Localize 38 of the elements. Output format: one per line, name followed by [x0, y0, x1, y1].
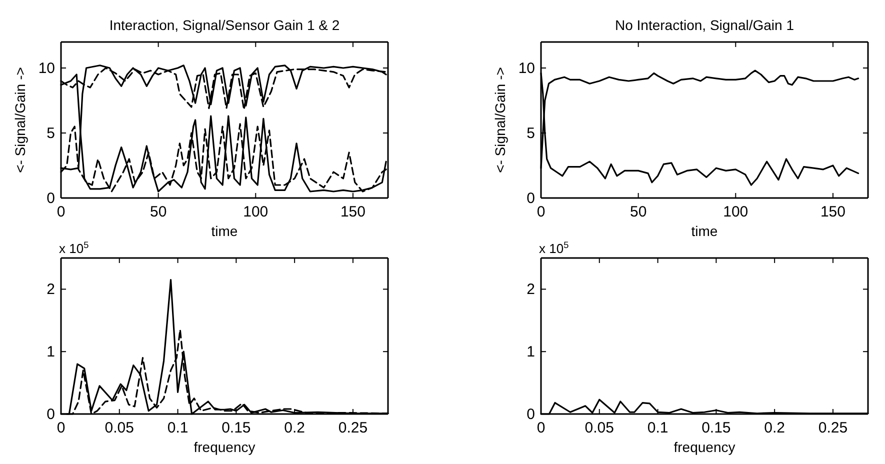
- y-axis-title: <- Signal/Gain ->: [492, 67, 508, 173]
- x-tick-label: 100: [243, 204, 268, 221]
- x-tick-label: 0.2: [764, 420, 785, 437]
- text: x 10$^{5}$: [59, 240, 89, 256]
- x-axis-title: time: [211, 223, 238, 239]
- y-tick-label: 5: [526, 124, 535, 142]
- y-tick-label: 10: [38, 60, 55, 77]
- y-tick-label: 5: [46, 124, 55, 142]
- x-axis-title: frequency: [674, 439, 736, 455]
- text: x 10$^{5}$: [539, 240, 569, 256]
- y-tick-label: 2: [526, 281, 535, 298]
- y-tick-label: 10: [518, 60, 535, 77]
- chart-title: No Interaction, Signal/Gain 1: [615, 17, 794, 33]
- x-tick-label: 0.05: [584, 420, 614, 437]
- x-tick-label: 50: [630, 204, 647, 221]
- x-tick-label: 0.1: [647, 420, 668, 437]
- x-tick-label: 100: [723, 204, 748, 221]
- chart-title: Interaction, Signal/Sensor Gain 1 & 2: [109, 17, 340, 33]
- x-tick-label: 50: [150, 204, 167, 221]
- x-tick-label: 0.15: [222, 420, 251, 437]
- y-axis-title: <- Signal/Gain ->: [12, 67, 28, 173]
- x-tick-label: 0.05: [104, 420, 134, 437]
- y-tick-label: 0: [526, 190, 535, 207]
- x-tick-label: 0.15: [702, 420, 731, 437]
- y-tick-label: 0: [46, 190, 55, 207]
- x-tick-label: 0.25: [338, 420, 368, 437]
- x-axis-title: frequency: [194, 439, 256, 455]
- x-axis-title: time: [691, 223, 718, 239]
- x-tick-label: 150: [340, 204, 366, 221]
- x-tick-label: 0.2: [284, 420, 305, 437]
- x-tick-label: 150: [820, 204, 846, 221]
- x-tick-label: 0.25: [818, 420, 848, 437]
- y-tick-label: 0: [46, 406, 55, 423]
- x-tick-label: 0.1: [167, 420, 188, 437]
- y-tick-label: 1: [46, 343, 55, 360]
- y-tick-label: 1: [526, 343, 535, 360]
- y-tick-label: 0: [526, 406, 535, 423]
- y-tick-label: 2: [46, 281, 55, 298]
